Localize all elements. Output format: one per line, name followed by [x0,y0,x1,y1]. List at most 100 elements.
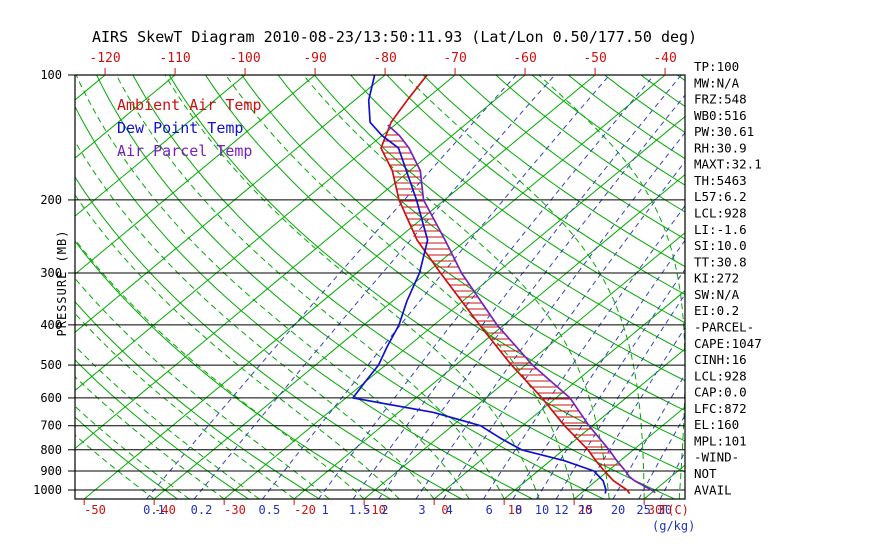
bottom-temp-tick-label: 10 [508,503,522,517]
bottom-temp-tick-label: -40 [154,503,176,517]
pressure-tick-label: 600 [40,391,62,405]
pressure-tick-label: 700 [40,419,62,433]
stats-line: FRZ:548 [694,92,747,107]
stats-line: CAPE:1047 [694,336,762,351]
moist-adiabat-line [302,75,610,499]
dry-adiabat-line [168,75,685,473]
dry-adiabat-line [640,75,685,107]
dry-adiabat-line [75,416,178,499]
moist-adiabat-line [75,277,330,499]
top-temp-tick-label: -120 [89,51,120,66]
stats-line: MW:N/A [694,75,740,90]
mixing-ratio-line [352,75,682,499]
bottom-temp-tick-label: 30 [648,503,662,517]
mixing-ratio-line [378,94,685,499]
stats-line: TP:100 [694,59,739,74]
moist-adiabat-line [75,312,295,499]
dry-adiabat-line [277,75,685,382]
stats-line: PW:30.61 [694,124,754,139]
isotherm-line [75,75,456,392]
pressure-tick-label: 900 [40,464,62,478]
isotherm-line [503,348,685,499]
stats-line: CAP:0.0 [694,385,747,400]
mixing-ratio-tick-label: 0.2 [191,503,213,517]
moist-adiabat-line [75,75,470,499]
background-grid [75,75,685,499]
moist-adiabat-line [75,376,225,499]
plot-border [74,74,686,500]
pressure-tick-label: 300 [40,266,62,280]
stats-line: SW:N/A [694,287,740,302]
mixing-ratio-line [146,75,517,499]
isotherm-line [363,232,685,499]
mixing-ratio-tick-label: 30 [658,503,672,517]
isotherm-line [83,75,596,499]
dry-adiabat-line [241,75,685,412]
dry-adiabat-line [75,240,391,499]
mixing-ratio-line [442,160,685,499]
stats-line: LCL:928 [694,368,747,383]
stats-line: SI:10.0 [694,238,747,253]
moist-adiabat-line [75,140,435,499]
air-parcel-temp-curve [387,124,656,494]
bottom-temp-tick-label: 0 [441,503,448,517]
mixing-ratio-line [612,373,685,499]
pressure-tick-label: 1000 [33,483,62,497]
dry-adiabat-line [567,75,685,160]
dry-adiabat-line [75,105,533,499]
isotherm-line [433,290,685,499]
moist-adiabat-line [75,194,400,499]
dry-adiabat-line [75,359,249,499]
mixing-ratio-line [659,451,685,499]
isotherm-line [75,75,526,450]
mixing-ratio-line [536,268,685,499]
mixing-ratio-tick-label: 12 [554,503,568,517]
isotherm-line [153,75,666,499]
mixing-ratio-unit-label: (g/kg) [652,519,695,533]
mixing-ratio-tick-label: 2 [381,503,388,517]
mixing-ratio-tick-label: 1.5 [349,503,371,517]
bottom-temp-tick-label: -10 [364,503,386,517]
stats-line: AVAIL [694,482,732,497]
stats-line: LCL:928 [694,206,747,221]
bottom-temp-tick-label: -30 [224,503,246,517]
isotherm-line [75,75,316,275]
mixing-ratio-tick-label: 1 [321,503,328,517]
top-temp-tick-label: -60 [513,51,536,66]
isotherm-line [75,75,246,217]
dry-adiabat-line [75,300,320,499]
moist-adiabat-line [75,405,190,499]
ambient-air-temp-curve [380,75,631,495]
stats-line: L57:6.2 [694,189,747,204]
isotherm-line [293,173,685,499]
stats-line: TH:5463 [694,173,747,188]
pressure-tick-label: 500 [40,358,62,372]
mixing-ratio-line [580,326,685,499]
moist-adiabat-line [404,75,645,499]
pressure-axis-label: PRESSURE (MB) [55,230,69,337]
stats-line: TT:30.8 [694,254,747,269]
moist-adiabat-line [164,75,540,499]
stats-line: EL:160 [694,417,739,432]
isotherm-line [75,75,176,159]
dry-adiabat-line [350,75,685,324]
isotherm-line [643,464,685,499]
mixing-ratio-line [555,293,685,499]
dry-adiabat-line [495,75,685,213]
mixing-ratio-tick-label: 4 [446,503,453,517]
dry-adiabat-line [386,75,685,295]
dry-adiabat-line [313,75,685,352]
moist-adiabat-line [75,238,365,499]
mixing-ratio-tick-label: 20 [611,503,625,517]
dew-point-temp-curve [352,75,607,494]
isotherm-line [75,75,106,101]
dry-adiabat-line [132,75,675,499]
mixing-ratio-line [193,75,556,499]
temp-unit-label: T(C) [660,503,689,517]
bottom-temp-tick-label: -20 [294,503,316,517]
mixing-ratio-tick-label: 6 [486,503,493,517]
legend-air-parcel-temp: Air Parcel Temp [117,142,252,160]
